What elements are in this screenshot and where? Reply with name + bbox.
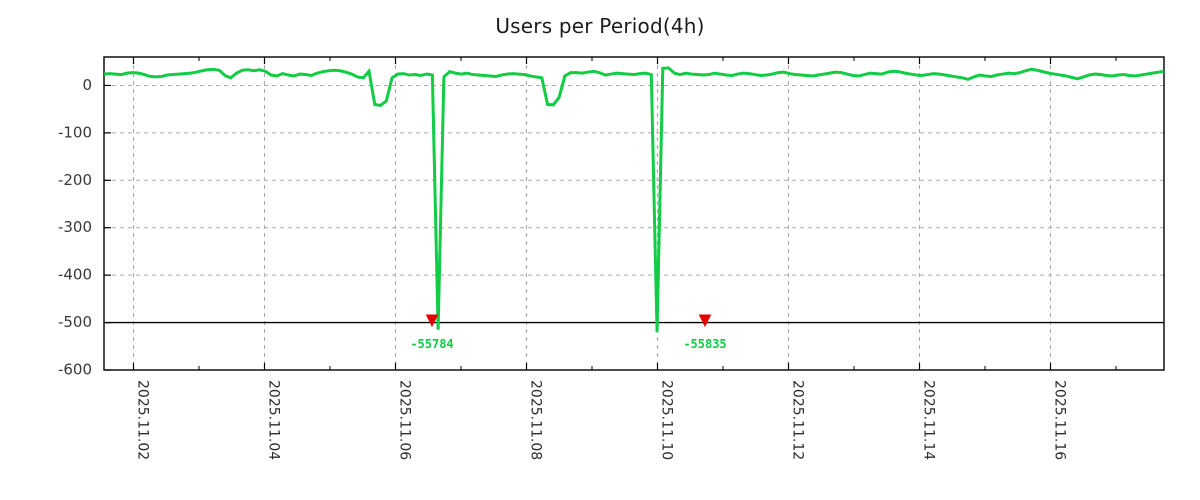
x-axis-tick-label: 2025.11.14 bbox=[921, 380, 937, 460]
page-title: Users per Period(4h) bbox=[495, 14, 705, 38]
series-users-per-period bbox=[103, 66, 1165, 333]
y-axis-tick-label: 0 bbox=[82, 76, 92, 94]
x-axis-tick-label: 2025.11.04 bbox=[266, 380, 282, 460]
plot-border bbox=[103, 56, 1165, 371]
y-axis-tick-label: -600 bbox=[58, 361, 92, 379]
x-axis-tick-label: 2025.11.08 bbox=[528, 380, 544, 460]
data-series-line bbox=[103, 66, 1165, 333]
y-axis-labels-group: 0 -100 -200 -300 -400 -500 -600 bbox=[58, 76, 92, 379]
y-axis-tick-label: -500 bbox=[58, 313, 92, 331]
annotations-group: -55784 -55835 bbox=[410, 314, 727, 351]
y-axis-ticks-group bbox=[104, 84, 111, 371]
x-axis-tick-label: 2025.11.12 bbox=[790, 380, 806, 460]
anomaly-marker-triangle-down bbox=[425, 314, 439, 328]
y-axis-tick-label: -100 bbox=[58, 123, 92, 141]
x-axis-tick-label: 2025.11.02 bbox=[135, 380, 151, 460]
x-axis-tick-label: 2025.11.10 bbox=[659, 380, 675, 460]
anomaly-value-label: -55784 bbox=[410, 337, 453, 351]
y-axis-tick-label: -300 bbox=[58, 218, 92, 236]
anomaly-marker-triangle-down bbox=[698, 314, 712, 328]
anomaly-value-label: -55835 bbox=[683, 337, 726, 351]
y-axis-tick-label: -400 bbox=[58, 266, 92, 284]
plot-frame bbox=[103, 56, 1165, 371]
y-axis-tick-label: -200 bbox=[58, 171, 92, 189]
x-axis-tick-label: 2025.11.06 bbox=[397, 380, 413, 460]
x-axis-tick-label: 2025.11.16 bbox=[1052, 380, 1068, 460]
gridlines-group bbox=[104, 84, 1164, 276]
x-axis-labels-group: 2025.11.02 2025.11.04 2025.11.06 2025.11.08… bbox=[135, 380, 1068, 460]
